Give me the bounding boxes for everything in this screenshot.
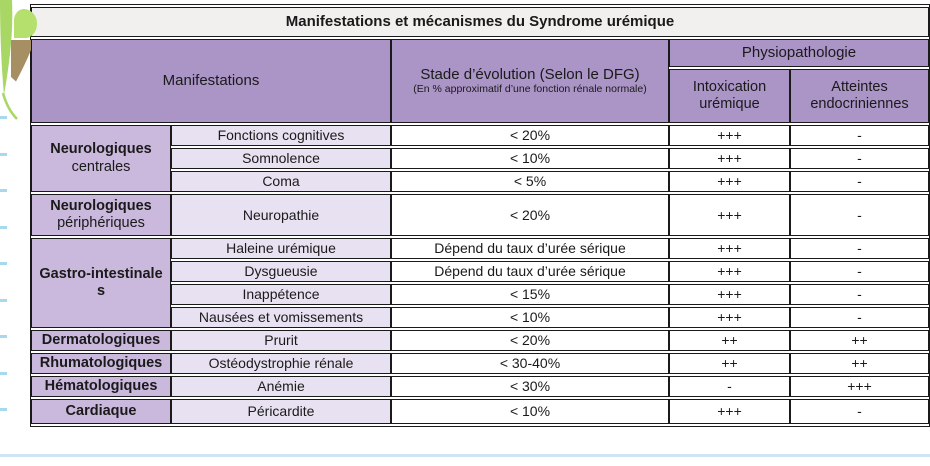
category-cell-dermatologiques: Dermatologiques xyxy=(31,330,171,351)
intoxication-cell: +++ xyxy=(669,399,790,424)
intoxication-cell: ++ xyxy=(669,330,790,351)
intoxication-cell: +++ xyxy=(669,261,790,282)
atteintes-cell: - xyxy=(790,261,929,282)
manifestation-cell: Fonctions cognitives xyxy=(171,125,391,146)
stade-cell: < 10% xyxy=(391,307,669,328)
stade-cell: < 30% xyxy=(391,376,669,397)
atteintes-cell: ++ xyxy=(790,353,929,374)
header-row-top: Manifestations Stade d’évolution (Selon … xyxy=(31,39,929,123)
atteintes-cell: - xyxy=(790,284,929,305)
intoxication-cell: - xyxy=(669,376,790,397)
stade-cell: Dépend du taux d’urée sérique xyxy=(391,261,669,282)
atteintes-cell: - xyxy=(790,148,929,169)
edge-leaf-icon xyxy=(0,0,13,95)
ruled-line-mark xyxy=(0,116,7,119)
table-row: Dysgueusie Dépend du taux d’urée sérique… xyxy=(31,261,929,282)
table-row: Somnolence < 10% +++ - xyxy=(31,148,929,169)
manifestation-cell: Neuropathie xyxy=(171,194,391,236)
intoxication-cell: +++ xyxy=(669,194,790,236)
ruled-line-mark xyxy=(0,189,7,192)
atteintes-cell: - xyxy=(790,171,929,192)
intoxication-cell: +++ xyxy=(669,238,790,259)
table-row: Neurologiques centrales Fonctions cognit… xyxy=(31,125,929,192)
header-row-sub: Intoxication urémique Atteintes endocrin… xyxy=(31,69,929,123)
ruled-line-mark xyxy=(0,372,7,375)
header-atteintes-endocriniennes: Atteintes endocriniennes xyxy=(790,69,929,123)
category-cell-gastro-intestinales: Gastro-intestinale s xyxy=(31,238,171,328)
table-row: Cardiaque Péricardite < 10% +++ - xyxy=(31,399,929,424)
ruled-line-mark xyxy=(0,226,7,229)
intoxication-cell: +++ xyxy=(669,171,790,192)
manifestation-cell: Péricardite xyxy=(171,399,391,424)
table-row: Rhumatologiques Ostéodystrophie rénale <… xyxy=(31,353,929,374)
ruled-line-mark xyxy=(0,299,7,302)
intoxication-cell: ++ xyxy=(669,353,790,374)
manifestation-cell: Ostéodystrophie rénale xyxy=(171,353,391,374)
stade-cell: < 5% xyxy=(391,171,669,192)
atteintes-cell: +++ xyxy=(790,376,929,397)
intoxication-cell: +++ xyxy=(669,284,790,305)
stade-cell: < 10% xyxy=(391,148,669,169)
manifestation-cell: Nausées et vomissements xyxy=(171,307,391,328)
atteintes-cell: - xyxy=(790,399,929,424)
stade-cell: < 15% xyxy=(391,284,669,305)
manifestation-cell: Coma xyxy=(171,171,391,192)
table-row: Nausées et vomissements < 10% +++ - xyxy=(31,307,929,328)
header-physiopathologie: Physiopathologie xyxy=(669,39,929,67)
category-cell-neurologiques-peripheriques: Neurologiques périphériques xyxy=(31,194,171,236)
table-row: Neurologiques périphériques Neuropathie … xyxy=(31,194,929,236)
atteintes-cell: - xyxy=(790,307,929,328)
atteintes-cell: ++ xyxy=(790,330,929,351)
manifestation-cell: Somnolence xyxy=(171,148,391,169)
title-row: Manifestations et mécanismes du Syndrome… xyxy=(31,7,929,37)
uremic-syndrome-table: Manifestations et mécanismes du Syndrome… xyxy=(30,4,930,427)
manifestation-cell: Dysgueusie xyxy=(171,261,391,282)
branch-icon xyxy=(11,40,31,82)
header-stade-subnote: (En % approximatif d’une fonction rénale… xyxy=(413,83,647,96)
ruled-line-mark xyxy=(0,153,7,156)
table-row: Hématologiques Anémie < 30% - +++ xyxy=(31,376,929,397)
atteintes-cell: - xyxy=(790,125,929,146)
manifestation-cell: Prurit xyxy=(171,330,391,351)
header-stade-main: Stade d’évolution (Selon le DFG) xyxy=(420,66,640,84)
intoxication-cell: +++ xyxy=(669,307,790,328)
header-manifestations: Manifestations xyxy=(31,39,391,123)
table-row: Dermatologiques Prurit < 20% ++ ++ xyxy=(31,330,929,351)
stade-cell: Dépend du taux d’urée sérique xyxy=(391,238,669,259)
atteintes-cell: - xyxy=(790,194,929,236)
category-cell-rhumatologiques: Rhumatologiques xyxy=(31,353,171,374)
category-cell-cardiaque: Cardiaque xyxy=(31,399,171,424)
stade-cell: < 30-40% xyxy=(391,353,669,374)
intoxication-cell: +++ xyxy=(669,148,790,169)
stade-cell: < 20% xyxy=(391,125,669,146)
stade-cell: < 10% xyxy=(391,399,669,424)
stade-cell: < 20% xyxy=(391,194,669,236)
atteintes-cell: - xyxy=(790,238,929,259)
stade-cell: < 20% xyxy=(391,330,669,351)
ruled-line-mark xyxy=(0,335,7,338)
bottom-rule-line xyxy=(0,454,930,457)
table-row: Inappétence < 15% +++ - xyxy=(31,284,929,305)
header-stade-devolution: Stade d’évolution (Selon le DFG) (En % a… xyxy=(391,39,669,123)
ruled-line-mark xyxy=(0,408,7,411)
manifestation-cell: Haleine urémique xyxy=(171,238,391,259)
intoxication-cell: +++ xyxy=(669,125,790,146)
table-row: Coma < 5% +++ - xyxy=(31,171,929,192)
manifestation-cell: Anémie xyxy=(171,376,391,397)
manifestation-cell: Inappétence xyxy=(171,284,391,305)
header-intoxication-uremique: Intoxication urémique xyxy=(669,69,790,123)
ruled-line-mark xyxy=(0,262,7,265)
table-title: Manifestations et mécanismes du Syndrome… xyxy=(31,7,929,37)
category-cell-hematologiques: Hématologiques xyxy=(31,376,171,397)
table-row: Gastro-intestinale s Haleine urémique Dé… xyxy=(31,238,929,328)
category-cell-neurologiques-centrales: Neurologiques centrales xyxy=(31,125,171,192)
